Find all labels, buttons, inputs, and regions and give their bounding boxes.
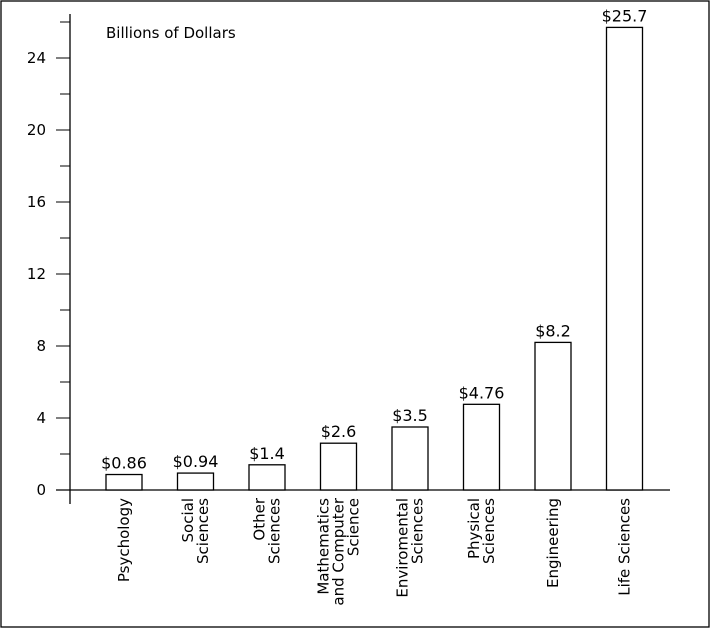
bar <box>248 464 286 491</box>
category-label-line: Sciences <box>409 498 427 564</box>
category-label-line: Life Sciences <box>616 498 634 596</box>
category-label-line: Sciences <box>266 498 284 564</box>
y-axis-ticks: 0 4 8 12 16 20 24 <box>27 21 70 499</box>
value-labels: $0.86 $0.94 $1.4 $2.6 $3.5 $4.76 $8.2 $25.7 <box>101 6 647 472</box>
category-label: Psychology <box>115 498 133 582</box>
category-label-line: Sciences <box>480 498 498 564</box>
y-tick-label: 4 <box>36 409 46 427</box>
category-label-line: Sciences <box>194 498 212 564</box>
category-label-line: Physical <box>465 498 483 559</box>
y-tick-label: 24 <box>27 49 46 67</box>
category-label-line: Mathematics <box>315 498 333 595</box>
category-label: Engineering <box>544 498 562 588</box>
bars <box>105 26 644 491</box>
value-label: $0.86 <box>101 454 147 473</box>
bar <box>176 472 215 491</box>
y-tick-label: 20 <box>27 121 46 139</box>
bar <box>105 473 143 491</box>
bar <box>534 341 572 491</box>
y-tick-label: 12 <box>27 265 46 283</box>
value-label: $2.6 <box>321 422 357 441</box>
bar <box>462 403 501 491</box>
category-label-line: and Computer <box>330 497 348 605</box>
category-label: Life Sciences <box>616 498 634 596</box>
value-label: $3.5 <box>392 406 428 425</box>
value-label: $25.7 <box>602 6 648 25</box>
value-label: $0.94 <box>173 452 219 471</box>
y-tick-label: 8 <box>36 337 46 355</box>
category-label-line: Science <box>345 498 363 556</box>
bar <box>319 442 358 491</box>
bar <box>391 426 429 491</box>
category-label-line: Social <box>179 498 197 542</box>
value-label: $8.2 <box>535 321 571 340</box>
category-label-line: Other <box>251 497 269 540</box>
category-label-line: Psychology <box>115 498 133 582</box>
value-label: $1.4 <box>249 444 285 463</box>
category-label-line: Enviromental <box>394 498 412 598</box>
bar <box>605 26 644 491</box>
y-tick-label: 0 <box>36 481 46 499</box>
category-label-line: Engineering <box>544 498 562 588</box>
y-axis-unit-label: Billions of Dollars <box>106 24 236 42</box>
y-tick-label: 16 <box>27 193 46 211</box>
value-label: $4.76 <box>459 383 505 402</box>
